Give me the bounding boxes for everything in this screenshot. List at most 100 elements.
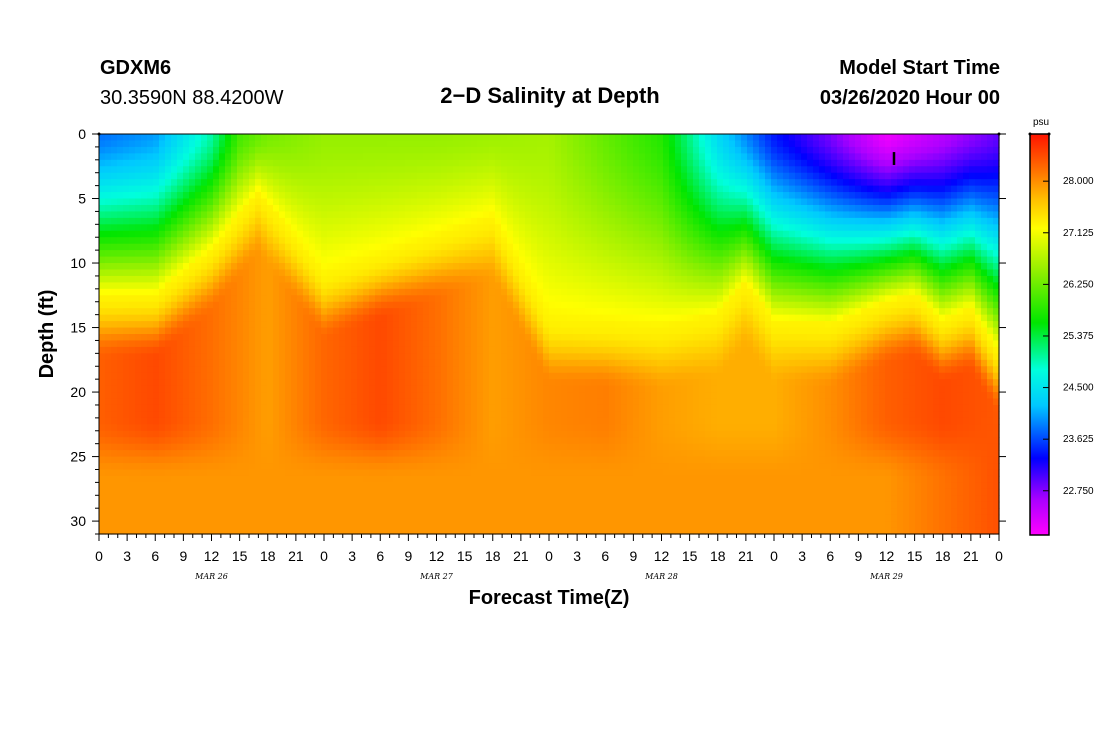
heatmap-cell — [453, 437, 460, 445]
heatmap-cell — [129, 192, 136, 200]
heatmap-cell — [393, 159, 400, 167]
heatmap-cell — [237, 521, 244, 529]
heatmap-cell — [477, 134, 484, 142]
heatmap-cell — [345, 327, 352, 335]
heatmap-cell — [435, 146, 442, 154]
heatmap-cell — [207, 185, 214, 193]
heatmap-cell — [387, 514, 394, 522]
heatmap-cell — [267, 501, 274, 509]
heatmap-cell — [381, 379, 388, 387]
heatmap-cell — [237, 372, 244, 380]
heatmap-cell — [243, 475, 250, 483]
heatmap-cell — [165, 437, 172, 445]
heatmap-cell — [567, 146, 574, 154]
heatmap-cell — [213, 204, 220, 213]
heatmap-cell — [495, 424, 502, 432]
heatmap-cell — [525, 256, 532, 264]
heatmap-cell — [111, 469, 118, 477]
heatmap-cell — [495, 514, 502, 522]
heatmap-cell — [225, 475, 232, 483]
heatmap-cell — [453, 385, 460, 393]
heatmap-cell — [273, 159, 280, 167]
heatmap-cell — [345, 282, 352, 290]
heatmap-cell — [297, 334, 304, 342]
heatmap-cell — [321, 456, 328, 464]
heatmap-cell — [321, 340, 328, 348]
heatmap-cell — [315, 295, 322, 303]
heatmap-cell — [471, 185, 478, 193]
heatmap-cell — [249, 392, 256, 400]
heatmap-cell — [213, 417, 220, 425]
heatmap-cell — [243, 404, 250, 413]
heatmap-cell — [501, 411, 508, 419]
heatmap-cell — [453, 217, 460, 225]
heatmap-cell — [273, 527, 280, 535]
heatmap-cell — [273, 501, 280, 509]
heatmap-cell — [567, 508, 574, 516]
heatmap-cell — [105, 417, 112, 425]
heatmap-cell — [513, 153, 520, 161]
heatmap-cell — [411, 172, 418, 180]
heatmap-cell — [375, 514, 382, 522]
heatmap-cell — [243, 179, 250, 187]
heatmap-cell — [435, 456, 442, 464]
heatmap-cell — [399, 256, 406, 264]
heatmap-cell — [255, 443, 262, 451]
heatmap-cell — [381, 385, 388, 393]
heatmap-cell — [375, 327, 382, 335]
heatmap-cell — [483, 340, 490, 348]
heatmap-cell — [195, 430, 202, 438]
heatmap-cell — [207, 198, 214, 206]
heatmap-cell — [327, 475, 334, 483]
heatmap-cell — [267, 372, 274, 380]
heatmap-cell — [423, 179, 430, 187]
heatmap-cell — [111, 398, 118, 406]
heatmap-cell — [573, 366, 580, 374]
heatmap-cell — [525, 398, 532, 406]
heatmap-cell — [147, 256, 154, 264]
heatmap-cell — [213, 308, 220, 316]
heatmap-cell — [369, 204, 376, 213]
heatmap-cell — [537, 469, 544, 477]
heatmap-cell — [573, 392, 580, 400]
heatmap-cell — [375, 159, 382, 167]
heatmap-cell — [327, 179, 334, 187]
heatmap-cell — [141, 308, 148, 316]
heatmap-cell — [513, 211, 520, 219]
heatmap-cell — [303, 321, 310, 329]
heatmap-cell — [567, 321, 574, 329]
heatmap-cell — [483, 237, 490, 245]
heatmap-cell — [159, 217, 166, 225]
heatmap-cell — [495, 217, 502, 225]
heatmap-cell — [315, 488, 322, 496]
heatmap-cell — [147, 269, 154, 277]
heatmap-cell — [285, 372, 292, 380]
heatmap-cell — [147, 398, 154, 406]
heatmap-cell — [159, 340, 166, 348]
heatmap-cell — [453, 159, 460, 167]
heatmap-cell — [333, 443, 340, 451]
heatmap-cell — [477, 340, 484, 348]
heatmap-cell — [141, 340, 148, 348]
heatmap-cell — [261, 321, 268, 329]
heatmap-cell — [291, 424, 298, 432]
heatmap-cell — [285, 204, 292, 213]
heatmap-cell — [309, 243, 316, 251]
heatmap-cell — [171, 527, 178, 535]
heatmap-cell — [489, 192, 496, 200]
heatmap-cell — [369, 521, 376, 529]
heatmap-cell — [285, 469, 292, 477]
heatmap-cell — [117, 372, 124, 380]
heatmap-cell — [261, 172, 268, 180]
heatmap-cell — [303, 275, 310, 283]
heatmap-cell — [363, 359, 370, 367]
heatmap-cell — [105, 250, 112, 258]
heatmap-cell — [99, 140, 106, 148]
heatmap-cell — [513, 424, 520, 432]
heatmap-cell — [147, 295, 154, 303]
heatmap-cell — [357, 379, 364, 387]
heatmap-cell — [411, 204, 418, 213]
heatmap-cell — [399, 288, 406, 296]
heatmap-cell — [309, 237, 316, 245]
heatmap-cell — [315, 411, 322, 419]
